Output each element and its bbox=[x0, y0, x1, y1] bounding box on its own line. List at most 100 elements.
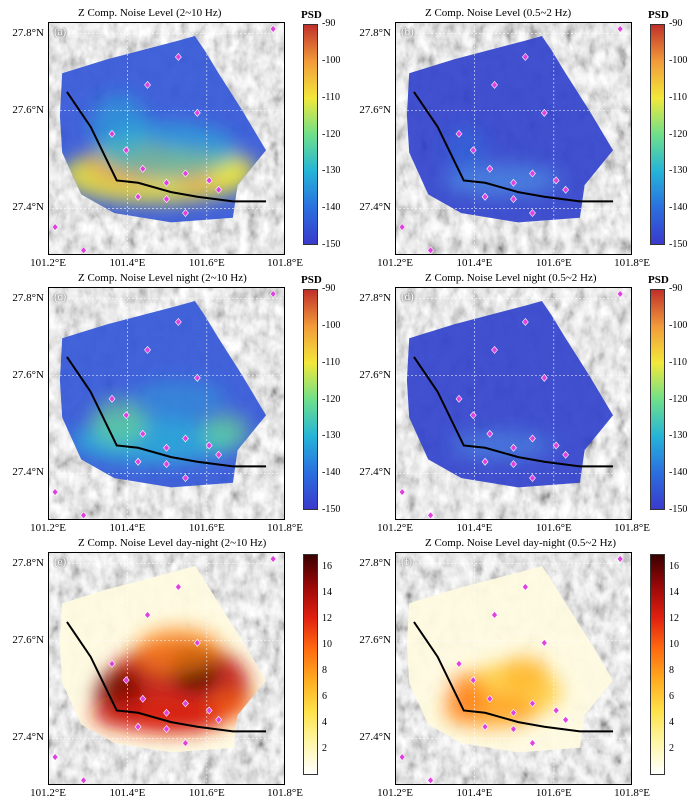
station-marker bbox=[540, 108, 548, 117]
colorbar-tick: 14 bbox=[322, 587, 332, 598]
colorbar-tick: 8 bbox=[322, 665, 327, 676]
station-marker bbox=[562, 450, 570, 459]
colorbar-tick: -110 bbox=[322, 356, 340, 368]
latitude-label: 27.4°N bbox=[359, 731, 391, 744]
latitude-label: 27.8°N bbox=[12, 291, 44, 304]
station-marker bbox=[486, 164, 494, 173]
station-marker bbox=[552, 176, 560, 185]
longitude-label: 101.8°E bbox=[614, 257, 650, 269]
station-marker bbox=[139, 164, 147, 173]
station-marker bbox=[163, 443, 170, 452]
station-marker bbox=[529, 169, 536, 178]
panel-label: (b) bbox=[401, 26, 414, 38]
colorbar-tick: -140 bbox=[322, 202, 341, 214]
noise-map bbox=[48, 287, 285, 520]
colorbar-tick: -150 bbox=[669, 239, 688, 250]
station-marker bbox=[174, 52, 182, 61]
station-marker bbox=[182, 434, 189, 443]
longitude-label: 101.6°E bbox=[188, 257, 225, 269]
colorbar-tick: -150 bbox=[322, 504, 341, 515]
station-marker bbox=[174, 317, 182, 326]
latitude-label: 27.8°N bbox=[12, 26, 44, 39]
colorbar-tick: -100 bbox=[669, 319, 688, 331]
station-marker bbox=[529, 739, 536, 748]
colorbar-tick: 6 bbox=[322, 691, 327, 702]
longitude-label: 101.2°E bbox=[377, 787, 413, 799]
station-marker bbox=[163, 178, 170, 187]
longitude-label: 101.2°E bbox=[377, 522, 413, 534]
station-marker bbox=[163, 725, 170, 734]
station-marker bbox=[491, 80, 498, 89]
colorbar-title: PSD bbox=[301, 274, 322, 286]
station-marker bbox=[134, 457, 142, 466]
station-marker bbox=[510, 178, 517, 187]
station-marker bbox=[616, 25, 624, 33]
panel-label: (f) bbox=[401, 556, 412, 568]
panel-title: Z Comp. Noise Level (2~10 Hz) bbox=[78, 7, 222, 19]
station-marker bbox=[529, 209, 536, 218]
longitude-label: 101.4°E bbox=[456, 257, 493, 269]
longitude-label: 101.4°E bbox=[456, 787, 493, 799]
station-marker bbox=[122, 146, 130, 155]
colorbar-tick: -130 bbox=[322, 165, 341, 177]
station-marker bbox=[469, 411, 477, 420]
colorbar-tick: 10 bbox=[322, 639, 332, 650]
station-marker bbox=[491, 345, 498, 354]
station-marker bbox=[510, 443, 517, 452]
colorbar bbox=[650, 554, 665, 775]
panel-title: Z Comp. Noise Level night (0.5~2 Hz) bbox=[425, 272, 597, 284]
station-marker bbox=[193, 638, 201, 647]
station-marker bbox=[215, 715, 223, 724]
station-marker bbox=[529, 474, 536, 483]
station-marker bbox=[108, 129, 116, 138]
colorbar-tick: -140 bbox=[322, 467, 341, 479]
station-marker bbox=[398, 223, 406, 232]
station-marker bbox=[469, 676, 477, 685]
colorbar-tick: -140 bbox=[669, 467, 688, 479]
fault-line bbox=[413, 621, 614, 733]
longitude-label: 101.2°E bbox=[30, 257, 66, 269]
station-marker bbox=[122, 676, 130, 685]
latitude-label: 27.8°N bbox=[359, 291, 391, 304]
station-marker bbox=[427, 246, 434, 255]
colorbar bbox=[303, 24, 318, 245]
station-marker bbox=[163, 460, 170, 469]
latitude-label: 27.8°N bbox=[12, 556, 44, 569]
longitude-label: 101.6°E bbox=[535, 787, 572, 799]
colorbar-tick: -120 bbox=[322, 128, 341, 140]
panel-title: Z Comp. Noise Level day-night (2~10 Hz) bbox=[78, 537, 267, 549]
station-marker bbox=[510, 460, 517, 469]
station-marker bbox=[163, 195, 170, 204]
fault-line bbox=[66, 621, 267, 733]
colorbar bbox=[650, 24, 665, 245]
longitude-label: 101.2°E bbox=[30, 787, 66, 799]
colorbar-tick: 10 bbox=[669, 639, 679, 650]
colorbar-tick: -100 bbox=[669, 54, 688, 66]
station-marker bbox=[80, 246, 87, 255]
longitude-label: 101.8°E bbox=[267, 257, 303, 269]
latitude-label: 27.6°N bbox=[12, 103, 44, 116]
station-marker bbox=[455, 659, 463, 668]
station-marker bbox=[134, 192, 142, 201]
panel-title: Z Comp. Noise Level (0.5~2 Hz) bbox=[425, 7, 572, 19]
colorbar-tick: -100 bbox=[322, 54, 341, 66]
colorbar-tick: 6 bbox=[669, 691, 674, 702]
colorbar-title: PSD bbox=[648, 274, 669, 286]
station-marker bbox=[398, 753, 406, 762]
station-marker bbox=[510, 708, 517, 717]
colorbar-tick: 4 bbox=[669, 717, 674, 728]
panel-label: (a) bbox=[54, 26, 67, 38]
colorbar-tick: -90 bbox=[322, 283, 336, 294]
station-marker bbox=[552, 706, 560, 715]
station-marker bbox=[182, 209, 189, 218]
colorbar-tick: -110 bbox=[669, 356, 687, 368]
station-marker bbox=[529, 434, 536, 443]
station-marker bbox=[122, 411, 130, 420]
colorbar-tick: -120 bbox=[322, 393, 341, 405]
noise-map bbox=[395, 22, 632, 255]
station-marker bbox=[215, 185, 223, 194]
station-marker bbox=[269, 25, 277, 33]
colorbar-tick: 12 bbox=[669, 613, 679, 624]
colorbar-tick: 16 bbox=[669, 561, 679, 572]
colorbar-tick: 2 bbox=[669, 743, 674, 754]
